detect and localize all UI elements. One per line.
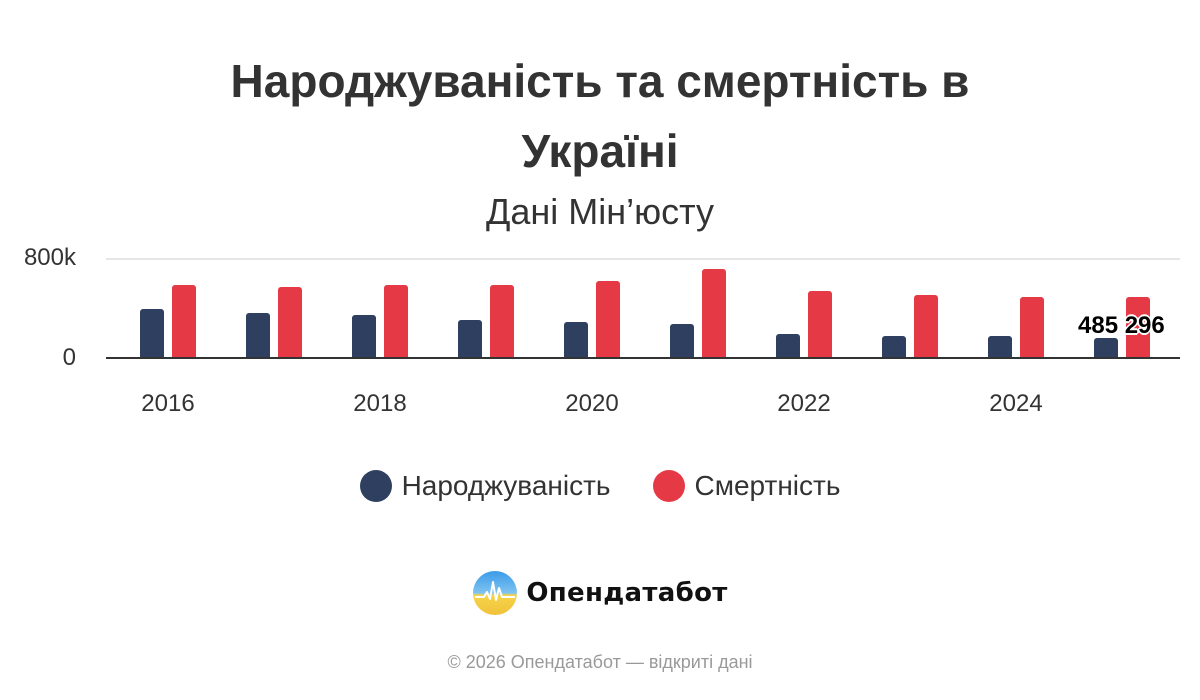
bar-deaths-2016[interactable] xyxy=(172,285,196,358)
bar-deaths-2019[interactable] xyxy=(490,285,514,358)
bar-deaths-2023[interactable] xyxy=(914,295,938,358)
bar-deaths-2024[interactable] xyxy=(1020,297,1044,358)
bar-births-2017[interactable] xyxy=(246,313,270,358)
bar-deaths-2022[interactable] xyxy=(808,291,832,358)
footer-copyright: © 2026 Опендатабот — відкриті дані xyxy=(447,652,753,672)
bar-births-2023[interactable] xyxy=(882,336,906,358)
bar-births-2021[interactable] xyxy=(670,324,694,358)
y-tick-800k: 800k xyxy=(23,244,76,271)
bar-births-2022[interactable] xyxy=(776,334,800,358)
x-tick-2020: 2020 xyxy=(565,390,619,417)
legend-label-births: Народжуваність xyxy=(401,470,611,501)
bar-births-2020[interactable] xyxy=(564,322,588,358)
legend-item-deaths[interactable]: Смертність xyxy=(652,470,841,502)
opendatabot-logo-icon xyxy=(473,571,518,615)
bar-births-2018[interactable] xyxy=(352,315,376,358)
chart-title: Народжуваність та смертність в Україні xyxy=(0,46,1200,186)
x-tick-2024: 2024 xyxy=(989,390,1043,417)
x-tick-2018: 2018 xyxy=(353,390,407,417)
bar-births-2016[interactable] xyxy=(140,309,164,358)
chart-title-line-2: Україні xyxy=(521,125,679,177)
data-label-2025-deaths: 485 296 xyxy=(1078,312,1165,339)
y-tick-0: 0 xyxy=(62,344,76,371)
legend-dot-icon xyxy=(652,470,685,502)
bar-deaths-2018[interactable] xyxy=(384,285,408,358)
legend-dot-icon xyxy=(359,470,392,502)
bar-deaths-2020[interactable] xyxy=(596,281,620,358)
bar-deaths-2017[interactable] xyxy=(278,287,302,358)
gridline-800k xyxy=(106,258,1180,260)
legend: Народжуваність Смертність xyxy=(0,470,1200,502)
bar-deaths-2021[interactable] xyxy=(702,269,726,358)
bar-births-2025[interactable] xyxy=(1094,338,1118,358)
x-axis-line xyxy=(106,357,1180,359)
chart-title-line-1: Народжуваність та смертність в xyxy=(230,55,970,107)
bar-births-2024[interactable] xyxy=(988,336,1012,358)
plot-area: 800k 0 2016 2018 2020 2022 2024 485 296 xyxy=(23,244,1180,417)
brand-name: Опендатабот xyxy=(526,578,728,608)
legend-item-births[interactable]: Народжуваність xyxy=(359,470,611,502)
x-tick-2022: 2022 xyxy=(777,390,831,417)
brand-logo: Опендатабот xyxy=(0,570,1200,616)
legend-label-deaths: Смертність xyxy=(694,470,841,501)
bar-deaths-2025[interactable] xyxy=(1126,297,1150,358)
x-tick-2016: 2016 xyxy=(141,390,195,417)
bar-births-2019[interactable] xyxy=(458,320,482,358)
chart-subtitle: Дані Мін’юсту xyxy=(485,191,715,232)
